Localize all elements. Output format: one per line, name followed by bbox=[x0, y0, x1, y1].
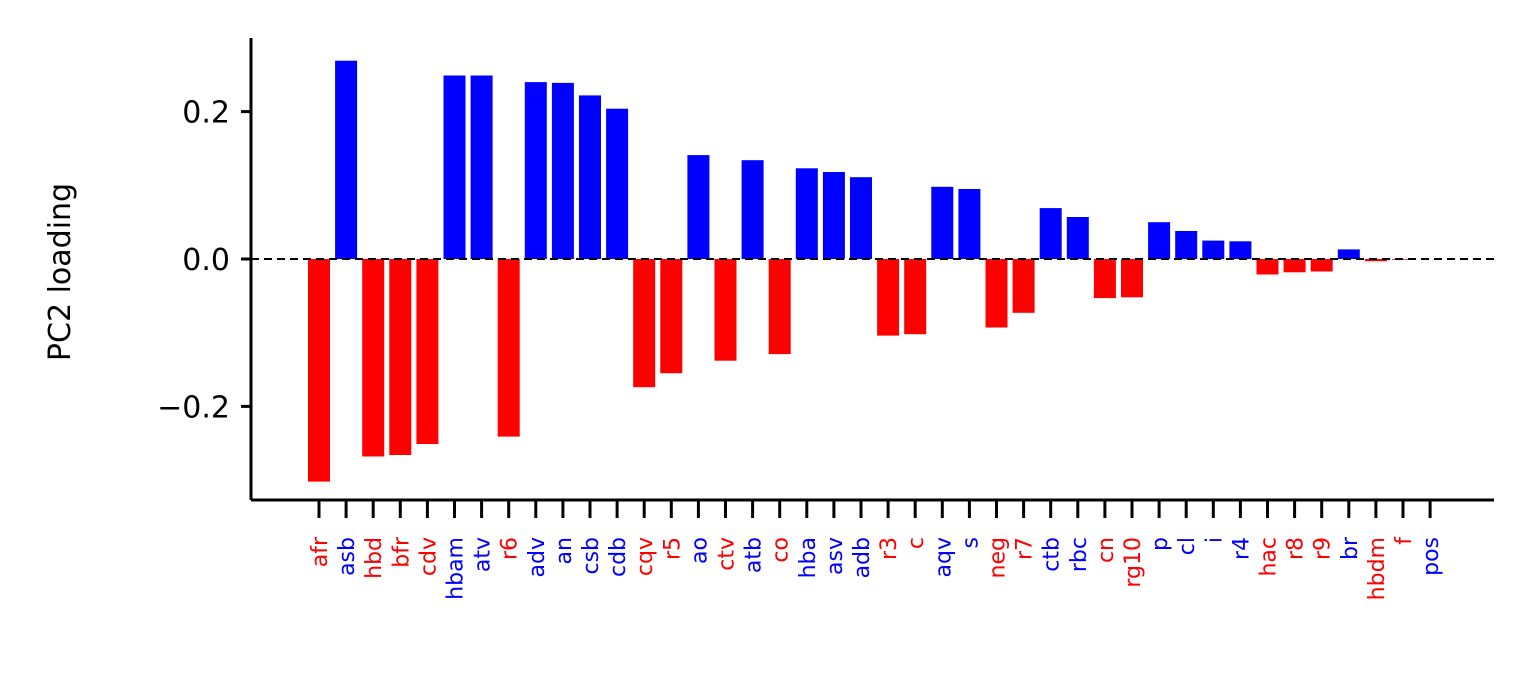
x-tick-label-atv: atv bbox=[471, 537, 496, 572]
x-tick-label-r5: r5 bbox=[660, 537, 685, 560]
x-tick-label-s: s bbox=[958, 537, 983, 548]
bar-br bbox=[1337, 249, 1360, 259]
x-tick-label-atb: atb bbox=[742, 537, 767, 573]
bar-atb bbox=[741, 160, 764, 259]
bar-cdv bbox=[416, 259, 439, 444]
x-tick-label-c: c bbox=[904, 537, 929, 549]
x-tick-label-asb: asb bbox=[335, 537, 360, 576]
x-tick-label-neg: neg bbox=[986, 537, 1011, 578]
x-tick-label-r6: r6 bbox=[498, 537, 523, 560]
x-tick-label-bfr: bfr bbox=[389, 536, 414, 568]
y-tick-label: −0.2 bbox=[157, 390, 230, 425]
x-tick-label-rbc: rbc bbox=[1067, 537, 1092, 572]
x-tick-label-r4: r4 bbox=[1229, 537, 1254, 560]
bar-asb bbox=[335, 60, 358, 260]
x-tick-label-r8: r8 bbox=[1284, 537, 1309, 560]
x-tick-label-r7: r7 bbox=[1013, 537, 1038, 560]
x-tick-label-hbd: hbd bbox=[362, 537, 387, 579]
bar-ctv bbox=[714, 259, 737, 361]
y-tick-label: 0.2 bbox=[182, 96, 230, 131]
x-tick-label-afr: afr bbox=[308, 536, 333, 567]
x-tick-label-r9: r9 bbox=[1311, 537, 1336, 560]
bar-r7 bbox=[1012, 259, 1035, 313]
bar-r5 bbox=[660, 259, 683, 374]
x-tick-label-adb: adb bbox=[850, 537, 875, 578]
x-tick-label-r3: r3 bbox=[877, 537, 902, 560]
bar-afr bbox=[308, 259, 330, 482]
bar-s bbox=[958, 189, 981, 259]
bar-rg10 bbox=[1121, 259, 1143, 298]
x-tick-label-asv: asv bbox=[823, 537, 848, 575]
x-tick-label-aqv: aqv bbox=[931, 537, 956, 577]
bar-asv bbox=[822, 172, 845, 259]
bar-cqv bbox=[633, 259, 656, 388]
x-tick-label-i: i bbox=[1202, 537, 1227, 543]
x-tick-label-hac: hac bbox=[1257, 537, 1282, 577]
bar-neg bbox=[985, 259, 1008, 328]
x-tick-label-p: p bbox=[1148, 537, 1173, 551]
bar-an bbox=[551, 82, 574, 260]
x-tick-label-cqv: cqv bbox=[633, 537, 658, 576]
bar-cl bbox=[1175, 231, 1198, 259]
x-tick-label-cdv: cdv bbox=[416, 537, 441, 576]
bar-hbdm bbox=[1364, 259, 1387, 262]
bar-p bbox=[1148, 222, 1171, 259]
x-tick-label-co: co bbox=[769, 537, 794, 563]
bar-bfr bbox=[389, 259, 412, 455]
bar-c bbox=[904, 259, 927, 335]
x-tick-label-cn: cn bbox=[1094, 537, 1119, 563]
y-axis-title: PC2 loading bbox=[43, 183, 78, 361]
x-tick-label-br: br bbox=[1338, 536, 1363, 560]
bar-i bbox=[1202, 240, 1225, 259]
x-tick-label-cl: cl bbox=[1175, 537, 1200, 555]
bar-hbd bbox=[362, 259, 385, 457]
x-tick-label-cdb: cdb bbox=[606, 537, 631, 577]
x-tick-label-f: f bbox=[1392, 536, 1417, 545]
bar-r4 bbox=[1229, 241, 1252, 259]
x-ticks-layer: afr asb hbd bfr cdv hbam atv r6 adv an csb cdb cqv r5… bbox=[308, 500, 1444, 600]
bar-aqv bbox=[931, 186, 954, 259]
bar-atv bbox=[470, 75, 493, 259]
x-tick-label-an: an bbox=[552, 537, 577, 564]
bars-layer bbox=[308, 60, 1414, 482]
bar-adb bbox=[850, 177, 872, 259]
x-tick-label-ctb: ctb bbox=[1040, 537, 1065, 572]
x-tick-label-hbdm: hbdm bbox=[1365, 537, 1390, 600]
x-tick-label-hba: hba bbox=[796, 537, 821, 578]
bar-r8 bbox=[1283, 259, 1306, 273]
x-tick-label-ao: ao bbox=[687, 537, 712, 564]
bar-co bbox=[768, 259, 791, 355]
bar-hbam bbox=[443, 75, 466, 259]
x-tick-label-ctv: ctv bbox=[715, 537, 740, 571]
bar-hba bbox=[795, 168, 818, 259]
y-ticks-layer: −0.2 0.0 0.2 bbox=[157, 96, 251, 425]
bar-csb bbox=[579, 95, 601, 260]
x-tick-label-rg10: rg10 bbox=[1121, 537, 1146, 588]
bar-r6 bbox=[497, 259, 520, 437]
bar-rbc bbox=[1066, 217, 1089, 259]
x-tick-label-adv: adv bbox=[525, 537, 550, 577]
bar-cdb bbox=[606, 108, 629, 259]
y-tick-label: 0.0 bbox=[182, 243, 230, 278]
bar-cn bbox=[1093, 259, 1116, 299]
bar-ao bbox=[687, 155, 710, 259]
bar-adv bbox=[524, 82, 547, 259]
x-tick-label-csb: csb bbox=[579, 537, 604, 575]
x-tick-label-hbam: hbam bbox=[444, 537, 469, 600]
bar-r3 bbox=[877, 259, 900, 336]
x-tick-label-pos: pos bbox=[1419, 537, 1444, 576]
bar-hac bbox=[1256, 259, 1279, 275]
bar-ctb bbox=[1039, 208, 1062, 259]
bar-r9 bbox=[1310, 259, 1333, 272]
